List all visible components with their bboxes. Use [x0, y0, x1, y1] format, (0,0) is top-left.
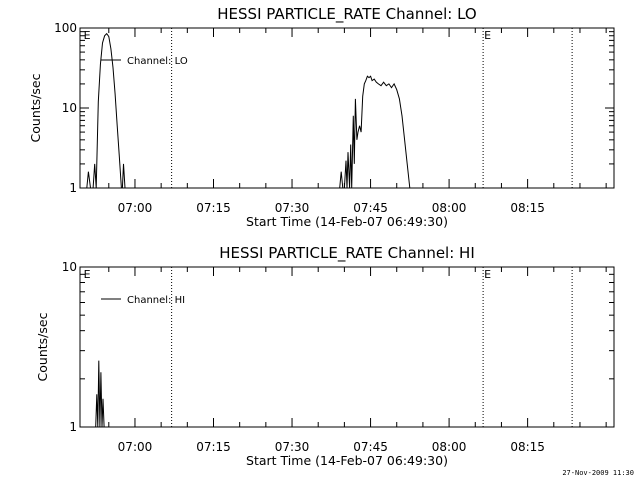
x-axis-label: Start Time (14-Feb-07 06:49:30): [246, 214, 448, 229]
x-tick-label: 08:00: [432, 440, 467, 454]
plot-frame: [79, 266, 615, 428]
y-tick-label: 10: [62, 260, 77, 274]
x-tick-label: 07:30: [275, 201, 310, 215]
series-line: [86, 32, 411, 189]
plot-frame: [79, 27, 615, 189]
x-axis-label: Start Time (14-Feb-07 06:49:30): [246, 453, 448, 468]
x-tick-label: 08:00: [432, 201, 467, 215]
x-tick-label: 07:00: [118, 440, 153, 454]
chart-title: HESSI PARTICLE_RATE Channel: LO: [217, 5, 476, 24]
event-marker-label: E: [84, 268, 91, 281]
y-tick-label: 1: [69, 181, 77, 195]
event-marker-label: E: [484, 268, 491, 281]
x-tick-label: 07:15: [196, 201, 231, 215]
x-tick-label: 07:45: [353, 440, 388, 454]
x-tick-label: 08:15: [510, 201, 545, 215]
x-tick-label: 07:15: [196, 440, 231, 454]
y-tick-label: 100: [54, 21, 77, 35]
x-tick-label: 07:00: [118, 201, 153, 215]
series-line: [95, 360, 105, 428]
y-tick-label: 1: [69, 420, 77, 434]
footer-timestamp: 27-Nov-2009 11:30: [562, 469, 634, 477]
legend-label: Channel: HI: [127, 295, 185, 306]
x-tick-label: 07:45: [353, 201, 388, 215]
x-tick-label: 08:15: [510, 440, 545, 454]
x-tick-label: 07:30: [275, 440, 310, 454]
chart-panel-0: HESSI PARTICLE_RATE Channel: LO 1 10 100 07:…: [28, 5, 615, 229]
y-tick-label: 10: [62, 101, 77, 115]
event-marker-label: E: [484, 29, 491, 42]
y-axis-label: Counts/sec: [28, 73, 43, 142]
y-axis-label: Counts/sec: [35, 312, 50, 381]
event-marker-label: E: [84, 29, 91, 42]
legend-label: Channel: LO: [127, 56, 188, 67]
chart-title: HESSI PARTICLE_RATE Channel: HI: [219, 244, 475, 263]
chart-panel-1: HESSI PARTICLE_RATE Channel: HI 1 10 07:00 0…: [35, 244, 615, 468]
